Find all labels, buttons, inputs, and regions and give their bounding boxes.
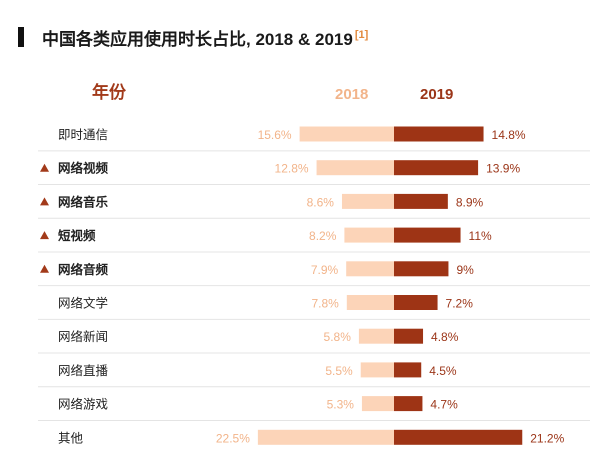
category-label: 网络音频 <box>58 262 109 277</box>
category-label: 短视频 <box>58 228 96 243</box>
category-label: 即时通信 <box>58 128 108 142</box>
increase-triangle-icon <box>40 231 49 240</box>
bar-2019 <box>394 396 423 412</box>
bar-2019 <box>394 193 448 209</box>
bar-2018 <box>299 126 394 142</box>
category-label: 网络直播 <box>58 363 109 378</box>
value-label-2019: 11% <box>469 229 492 243</box>
bar-2018 <box>360 362 394 378</box>
value-label-2018: 8.6% <box>307 195 335 209</box>
bar-2019 <box>394 261 449 277</box>
value-label-2019: 4.7% <box>430 398 458 412</box>
value-label-2018: 12.8% <box>275 162 309 176</box>
increase-triangle-icon <box>40 163 49 172</box>
series-header-2019: 2019 <box>420 86 454 103</box>
value-label-2018: 8.2% <box>309 229 337 243</box>
value-label-2018: 15.6% <box>258 128 292 142</box>
value-label-2019: 4.5% <box>429 364 457 378</box>
category-label: 其他 <box>58 431 84 445</box>
category-label: 网络视频 <box>58 161 109 176</box>
value-label-2019: 14.8% <box>492 128 526 142</box>
bar-2019 <box>394 328 424 344</box>
footnote-ref[interactable]: [1] <box>354 29 369 41</box>
increase-triangle-icon <box>40 197 49 206</box>
bar-2018 <box>346 261 394 277</box>
title-marker <box>18 27 24 47</box>
category-column-header: 年份 <box>92 83 126 102</box>
value-label-2019: 7.2% <box>446 297 474 311</box>
bar-2018 <box>257 429 394 445</box>
value-label-2018: 5.8% <box>324 330 352 344</box>
bar-2018 <box>316 160 394 176</box>
bar-2019 <box>394 362 422 378</box>
chart-title: 中国各类应用使用时长占比, 2018 & 2019 [1] <box>42 29 369 49</box>
value-label-2018: 22.5% <box>216 431 250 445</box>
bar-2019 <box>394 160 479 176</box>
bar-2018 <box>346 295 394 310</box>
category-label: 网络游戏 <box>58 397 108 412</box>
value-label-2018: 7.8% <box>311 297 339 311</box>
value-label-2019: 21.2% <box>530 431 564 445</box>
bar-2019 <box>394 126 484 142</box>
value-label-2018: 5.5% <box>325 364 353 378</box>
value-label-2019: 13.9% <box>486 162 520 176</box>
bar-2019 <box>394 227 461 243</box>
value-label-2019: 8.9% <box>456 195 484 209</box>
bar-2018 <box>341 193 394 209</box>
category-label: 网络文学 <box>58 296 108 311</box>
bar-2018 <box>344 227 394 243</box>
bar-2019 <box>394 295 438 310</box>
value-label-2019: 4.8% <box>431 330 459 344</box>
bar-2019 <box>394 429 523 445</box>
category-label: 网络新闻 <box>58 329 108 344</box>
value-label-2018: 7.9% <box>311 263 339 277</box>
category-label: 网络音乐 <box>58 194 109 209</box>
increase-triangle-icon <box>40 264 49 273</box>
bar-2018 <box>358 328 394 344</box>
series-header-2018: 2018 <box>335 86 369 103</box>
value-label-2018: 5.3% <box>327 398 355 412</box>
value-label-2019: 9% <box>456 263 474 277</box>
bar-2018 <box>361 396 394 412</box>
